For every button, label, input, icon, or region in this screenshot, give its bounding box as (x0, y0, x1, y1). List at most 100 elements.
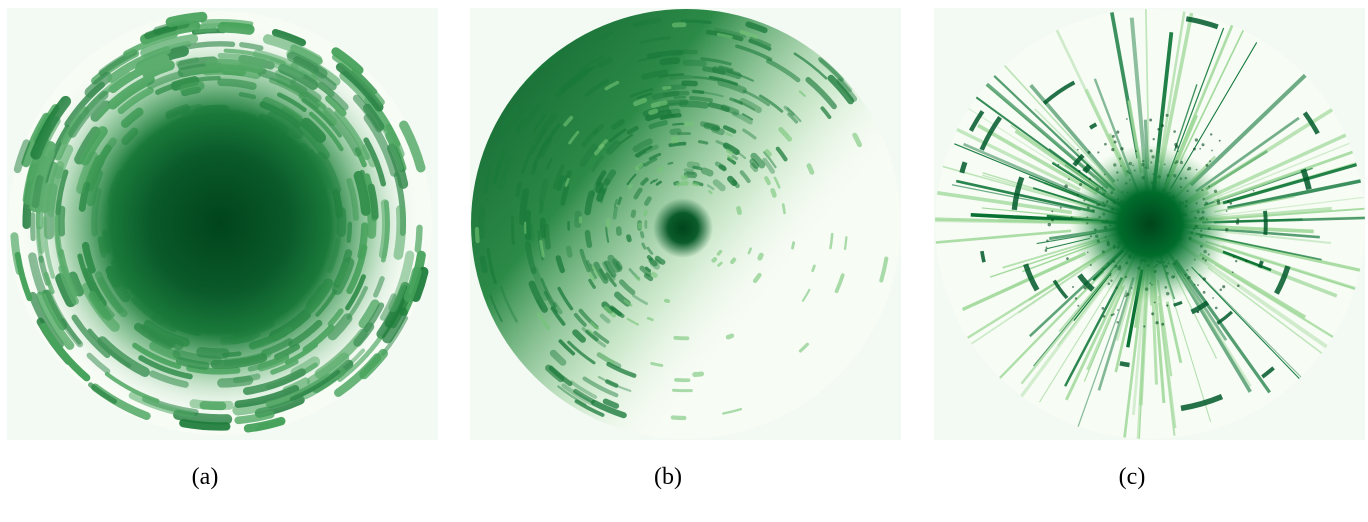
echo-streak (682, 104, 706, 106)
echo-fleck (714, 259, 716, 260)
speckle (1166, 304, 1168, 306)
echo-streak (682, 21, 710, 22)
speckle (1068, 178, 1070, 180)
echo-fleck (653, 274, 655, 275)
speckle (1104, 143, 1107, 146)
echo-fleck (477, 229, 478, 241)
speckle (1116, 131, 1119, 134)
speckle (1210, 133, 1212, 135)
echo-streak (663, 61, 677, 62)
speckle (1103, 315, 1106, 318)
echo-fleck (645, 212, 646, 215)
echo-streak (171, 17, 203, 22)
echo-streak (569, 248, 571, 255)
echo-fleck (695, 374, 702, 375)
speckle (1075, 297, 1077, 299)
speckle (1199, 148, 1201, 150)
echo-streak (655, 180, 658, 182)
speckle (1097, 151, 1099, 153)
echo-streak (673, 131, 679, 132)
speckle (1051, 210, 1053, 212)
echo-streak (643, 244, 645, 248)
speckle (1143, 325, 1145, 327)
speckle (1229, 202, 1232, 205)
speckle (1235, 260, 1237, 262)
echo-streak (691, 98, 711, 100)
echo-streak (753, 166, 756, 170)
speckle (1078, 170, 1080, 172)
speckle (1202, 143, 1205, 146)
echo-streak (483, 259, 485, 271)
echo-streak (512, 217, 513, 243)
speckle (1232, 271, 1234, 273)
panel-caption: (b) (608, 464, 728, 491)
echo-fleck (637, 165, 641, 169)
echo-streak (671, 77, 691, 78)
echo-fleck (719, 263, 722, 265)
speckle (1219, 140, 1221, 142)
echo-fleck (831, 234, 833, 248)
echo-streak (730, 179, 734, 183)
speckle (1236, 218, 1239, 221)
speckle (1212, 297, 1214, 299)
speckle (1066, 257, 1069, 260)
echo-fleck (739, 208, 740, 212)
echo-arc (962, 162, 965, 173)
panel-image-b (470, 8, 901, 440)
echo-streak (669, 163, 673, 164)
speckle (1153, 138, 1155, 140)
echo-fleck (728, 156, 732, 158)
echo-fleck (664, 88, 670, 89)
echo-fleck (728, 151, 731, 153)
echo-streak (633, 212, 634, 216)
speckle (1155, 321, 1158, 324)
speckle (1220, 289, 1223, 292)
echo-fleck (653, 103, 665, 106)
echo-streak (686, 63, 704, 64)
echo-fleck (636, 100, 645, 103)
echo-fleck (673, 141, 677, 142)
echo-fleck (767, 152, 770, 155)
echo-streak (673, 124, 684, 125)
speckle (1161, 124, 1164, 127)
echo-fleck (693, 184, 697, 185)
speckle (1087, 151, 1090, 154)
echo-streak (662, 115, 674, 117)
echo-streak (704, 171, 710, 173)
echo-streak (642, 233, 643, 237)
echo-arc (1120, 363, 1130, 365)
echo-streak (578, 214, 579, 225)
speckle (1197, 311, 1199, 313)
echo-fleck (845, 237, 846, 249)
echo-fleck (749, 249, 751, 253)
speckle (1046, 239, 1048, 241)
echo-fleck (766, 178, 769, 183)
figure: (a) (b) (c) (0, 0, 1368, 522)
speckle (1077, 149, 1079, 151)
speckle (1116, 321, 1118, 323)
speckle (1114, 140, 1117, 143)
speckle (1064, 185, 1067, 188)
speckle (1149, 119, 1152, 122)
speckle (1102, 307, 1105, 310)
speckle (1233, 256, 1235, 258)
echo-streak (705, 69, 723, 72)
echo-streak (588, 194, 592, 213)
echo-streak (670, 144, 684, 146)
speckle (1112, 135, 1115, 138)
panel-image-a (7, 8, 438, 440)
speckle (1174, 143, 1177, 146)
speckle (1236, 221, 1239, 224)
speckle (1084, 286, 1087, 289)
dense-center (653, 198, 713, 258)
speckle (1166, 114, 1169, 117)
speckle (1253, 190, 1255, 192)
echo-arc (982, 251, 984, 262)
speckle (1206, 164, 1209, 167)
speckle (1215, 307, 1218, 310)
echo-streak (541, 203, 542, 211)
echo-arc (1265, 211, 1266, 235)
speckle (1046, 246, 1048, 248)
speckle (1157, 128, 1160, 131)
echo-fleck (673, 138, 678, 139)
